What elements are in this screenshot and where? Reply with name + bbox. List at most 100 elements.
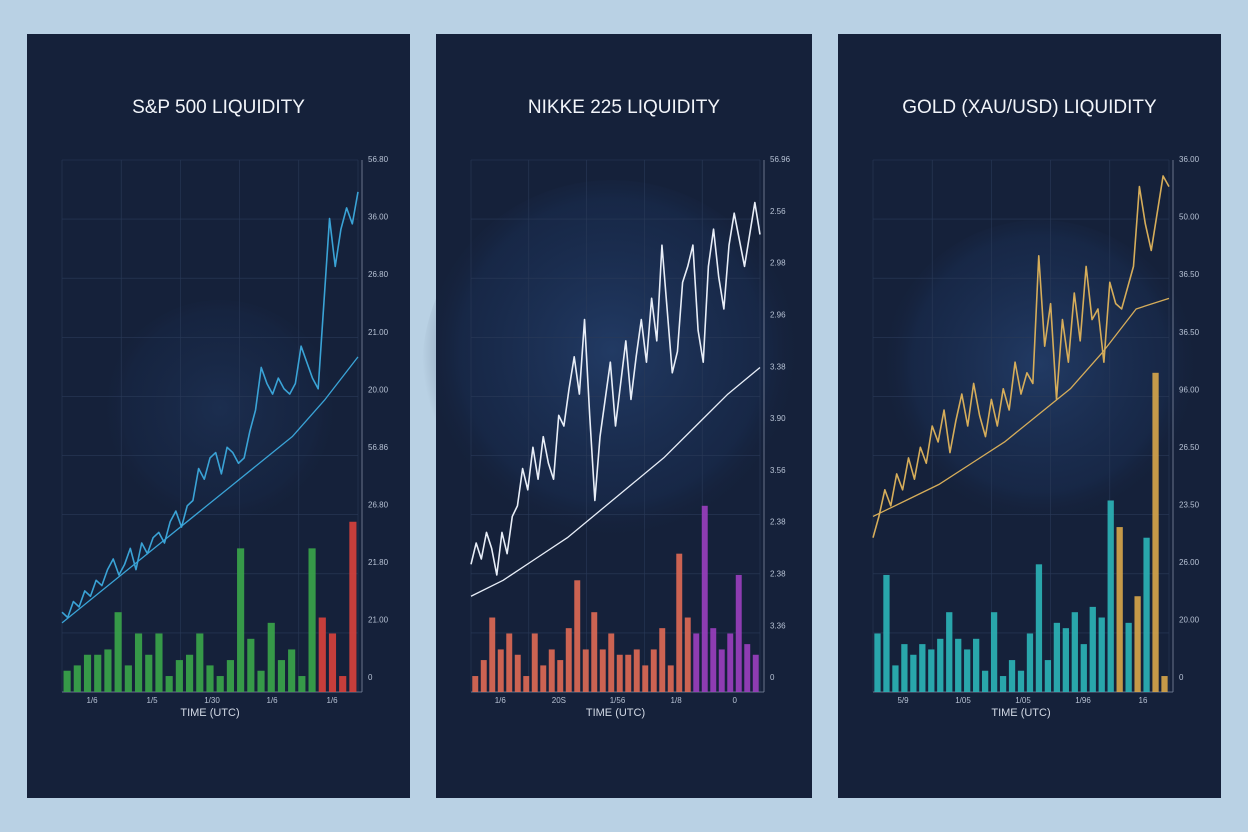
bar [684, 617, 691, 692]
bar [1053, 622, 1061, 692]
bar [277, 660, 286, 692]
y-axis-label: 20.00 [1179, 616, 1200, 625]
bar [718, 649, 725, 692]
bar [94, 654, 102, 692]
bar [73, 665, 81, 692]
bar [735, 574, 742, 692]
bar [165, 676, 173, 692]
bar [1026, 633, 1034, 692]
bar [206, 665, 214, 692]
bar [155, 633, 163, 692]
chart-title: GOLD (XAU/USD) LIQUIDITY [902, 97, 1157, 118]
bar [175, 660, 183, 692]
bar [124, 665, 132, 692]
y-axis-label: 96.00 [1179, 385, 1200, 394]
bar [642, 665, 649, 692]
bar [591, 612, 598, 692]
x-axis-label: 1/05 [955, 696, 971, 705]
y-axis-label: 2.96 [770, 311, 786, 320]
x-axis-label: 1/96 [1075, 696, 1091, 705]
x-axis-label: 1/6 [326, 696, 338, 705]
x-axis-label: 1/6 [495, 696, 507, 705]
bar [1080, 644, 1087, 692]
bar [565, 628, 572, 692]
bar [145, 654, 153, 692]
bar [1071, 612, 1078, 692]
bar [919, 644, 926, 692]
bar [267, 622, 275, 692]
y-axis-label: 0 [368, 673, 373, 682]
globe-backdrop [100, 300, 340, 540]
y-axis-label: 50.00 [1179, 213, 1200, 222]
bar [531, 633, 538, 692]
y-axis-label: 2.98 [770, 259, 786, 268]
bar [1152, 372, 1159, 692]
x-axis-title: TIME (UTC) [586, 707, 645, 719]
bar [582, 649, 589, 692]
price-line [470, 201, 761, 576]
y-axis-label: 3.56 [770, 466, 786, 475]
globe-backdrop [880, 220, 1200, 540]
bar [1125, 622, 1132, 692]
y-axis-label: 20.00 [368, 385, 389, 394]
y-axis-label: 21.00 [368, 616, 389, 625]
bar [892, 665, 899, 692]
bar [710, 628, 717, 692]
bar [216, 676, 224, 692]
chart-title: NIKKE 225 LIQUIDITY [528, 97, 721, 118]
bar [874, 633, 881, 692]
bar [955, 638, 962, 692]
y-axis-label: 36.50 [1179, 328, 1200, 337]
bar [1008, 660, 1016, 692]
y-axis-label: 2.56 [770, 207, 786, 216]
bar [1116, 527, 1123, 692]
bar [946, 612, 953, 692]
bar [659, 628, 666, 692]
y-axis-label: 56.80 [368, 155, 389, 164]
globe-backdrop [422, 180, 802, 560]
bar [1143, 537, 1150, 692]
bar [1089, 606, 1096, 692]
bar [349, 521, 357, 692]
y-axis-label: 56.86 [368, 443, 389, 452]
bar [990, 612, 998, 692]
y-axis-label: 2.38 [770, 518, 786, 527]
trend-line [61, 356, 359, 624]
y-axis-label: 2.38 [770, 570, 786, 579]
bar [514, 654, 521, 692]
bar [548, 649, 555, 692]
bar [1161, 676, 1168, 692]
bar [288, 649, 296, 692]
bar [114, 612, 122, 692]
x-axis-label: 1/5 [146, 696, 158, 705]
bar [973, 638, 980, 692]
bar [883, 574, 890, 692]
y-axis-label: 56.96 [770, 155, 791, 164]
bar [497, 649, 504, 692]
x-axis-label: 5/9 [897, 696, 909, 705]
bar [308, 548, 316, 692]
bar [752, 654, 759, 692]
bar [928, 649, 935, 692]
bar [134, 633, 143, 692]
bar [901, 644, 908, 692]
bar [1044, 660, 1052, 692]
y-axis-label: 26.00 [1179, 558, 1200, 567]
bar [608, 633, 615, 692]
bar [693, 633, 700, 692]
bar [339, 676, 347, 692]
y-axis-label: 0 [770, 673, 775, 682]
bar [237, 548, 245, 692]
bar [540, 665, 547, 692]
bar [298, 676, 306, 692]
price-line [872, 175, 1170, 538]
x-axis-label: 1/56 [610, 696, 626, 705]
bar [104, 649, 112, 692]
x-axis-label: 1/6 [86, 696, 98, 705]
trend-line [872, 297, 1170, 518]
y-axis-label: 26.80 [368, 270, 389, 279]
bar [186, 654, 194, 692]
trend-line [470, 366, 761, 597]
